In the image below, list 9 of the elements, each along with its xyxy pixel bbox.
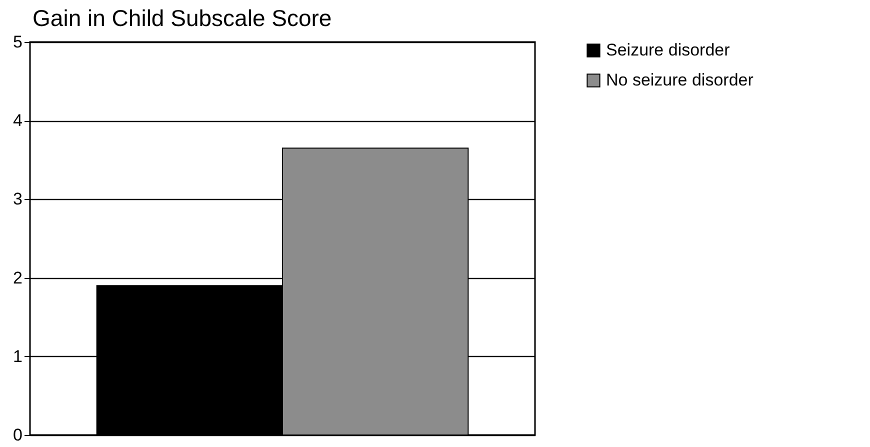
y-tick-label: 4 [13, 111, 22, 130]
y-tick-label: 2 [13, 268, 22, 288]
legend-label: Seizure disorder [606, 40, 730, 60]
y-tick-label: 0 [13, 426, 22, 444]
legend-label: No seizure disorder [606, 70, 754, 90]
chart-title: Gain in Child Subscale Score [32, 5, 332, 31]
y-tick-label: 5 [13, 32, 22, 52]
y-tick-label: 1 [13, 346, 22, 366]
y-tick-label: 3 [13, 190, 22, 209]
